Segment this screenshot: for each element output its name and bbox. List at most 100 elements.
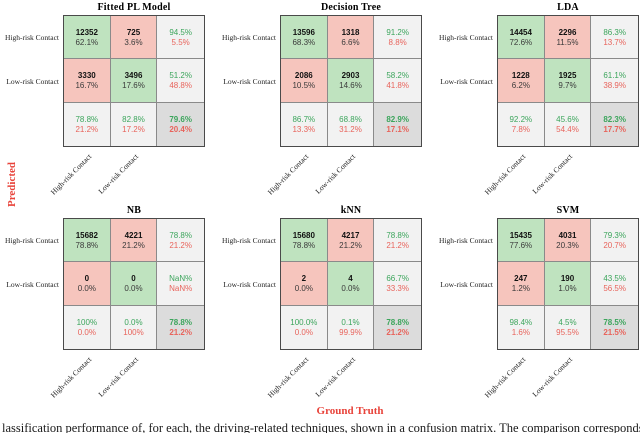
row-summary-1: 78.8% 21.2%: [374, 219, 421, 263]
summary-positive: 86.7%: [292, 114, 316, 124]
error-value: 20.4%: [169, 124, 192, 134]
matrix-title: Decision Tree: [320, 2, 382, 13]
cell-count: 2296: [558, 27, 577, 37]
summary-positive: 78.8%: [75, 114, 99, 124]
cell-count: 2086: [294, 70, 313, 80]
summary-negative: 7.8%: [511, 124, 530, 134]
summary-positive: 98.4%: [509, 317, 533, 327]
cell-count: 247: [514, 273, 528, 283]
accuracy-value: 78.8%: [169, 317, 192, 327]
row-label-low-risk: Low-risk Contact: [223, 77, 276, 86]
overall-accuracy: 78.8% 21.2%: [157, 305, 204, 349]
summary-negative: 17.2%: [122, 124, 145, 134]
cell-count: 15435: [509, 230, 532, 240]
cell-percent: 11.5%: [556, 37, 579, 47]
summary-negative: 5.5%: [171, 37, 190, 47]
cell-fp: 1318 6.6%: [327, 16, 375, 60]
accuracy-value: 82.3%: [603, 114, 626, 124]
cell-tp: 12352 62.1%: [64, 16, 111, 60]
cell-fp: 2296 11.5%: [544, 16, 592, 60]
x-tick-high-risk: High-risk Contact: [265, 152, 311, 197]
cell-percent: 77.6%: [509, 240, 533, 250]
cell-fp: 4221 21.2%: [110, 219, 158, 263]
summary-positive: 68.8%: [339, 114, 362, 124]
summary-positive: 4.5%: [558, 317, 577, 327]
caption-text-clipped: lassification performance of, for each, …: [2, 421, 640, 433]
cell-percent: 0.0%: [341, 283, 360, 293]
summary-negative: 31.2%: [339, 124, 362, 134]
matrix-grid: 15435 77.6% 4031 20.3% 79.3% 20.7% 247 1.2% …: [497, 218, 639, 350]
summary-positive: 78.8%: [386, 230, 409, 240]
summary-positive: 100.0%: [290, 317, 318, 327]
cell-percent: 1.2%: [511, 283, 530, 293]
accuracy-value: 82.9%: [386, 114, 409, 124]
error-value: 21.2%: [169, 327, 192, 337]
summary-negative: 13.7%: [603, 37, 626, 47]
cell-count: 14454: [509, 27, 532, 37]
overall-accuracy: 82.3% 17.7%: [591, 102, 638, 146]
summary-negative: 21.2%: [169, 240, 192, 250]
cell-count: 13596: [292, 27, 315, 37]
x-tick-low-risk: Low-risk Contact: [530, 355, 575, 399]
x-tick-high-risk: High-risk Contact: [482, 152, 528, 197]
summary-positive: 82.8%: [122, 114, 145, 124]
summary-positive: 86.3%: [603, 27, 626, 37]
cell-tp: 15680 78.8%: [281, 219, 328, 263]
cell-count: 725: [126, 27, 141, 37]
cell-count: 0: [84, 273, 90, 283]
overall-accuracy: 78.8% 21.2%: [374, 305, 421, 349]
cell-count: 3496: [124, 70, 143, 80]
row-label-low-risk: Low-risk Contact: [440, 77, 493, 86]
error-value: 17.7%: [603, 124, 626, 134]
row-label-high-risk: High-risk Contact: [222, 236, 276, 245]
x-tick-low-risk: Low-risk Contact: [313, 355, 358, 399]
cell-fp: 4217 21.2%: [327, 219, 375, 263]
cell-tp: 13596 68.3%: [281, 16, 328, 60]
summary-positive: 0.1%: [341, 317, 360, 327]
x-tick-high-risk: High-risk Contact: [482, 355, 528, 400]
matrix-title: LDA: [557, 2, 579, 13]
cell-fn: 0 0.0%: [64, 262, 111, 306]
cell-percent: 6.2%: [511, 80, 530, 90]
cell-percent: 1.0%: [558, 283, 577, 293]
cell-tn: 3496 17.6%: [110, 59, 158, 103]
cell-fp: 725 3.6%: [110, 16, 158, 60]
col-summary-2: 4.5% 95.5%: [544, 305, 592, 349]
x-tick-low-risk: Low-risk Contact: [96, 355, 141, 399]
summary-positive: 0.0%: [124, 317, 143, 327]
matrix-grid: 14454 72.6% 2296 11.5% 86.3% 13.7% 1228 6.2%…: [497, 15, 639, 147]
row-summary-1: 79.3% 20.7%: [591, 219, 638, 263]
summary-positive: 92.2%: [509, 114, 533, 124]
summary-negative: 41.8%: [386, 80, 409, 90]
summary-negative: 99.9%: [339, 327, 362, 337]
x-tick-high-risk: High-risk Contact: [48, 152, 94, 197]
x-tick-low-risk: Low-risk Contact: [313, 152, 358, 196]
summary-positive: 79.3%: [603, 230, 626, 240]
cell-count: 4217: [341, 230, 360, 240]
row-summary-1: 78.8% 21.2%: [157, 219, 204, 263]
matrix-grid: 12352 62.1% 725 3.6% 94.5% 5.5% 3330 16.7% 3…: [63, 15, 205, 147]
x-tick-low-risk: Low-risk Contact: [530, 152, 575, 196]
cell-percent: 21.2%: [122, 240, 145, 250]
cell-tn: 4 0.0%: [327, 262, 375, 306]
col-summary-1: 100% 0.0%: [64, 305, 111, 349]
summary-negative: 54.4%: [556, 124, 579, 134]
row-label-low-risk: Low-risk Contact: [6, 280, 59, 289]
row-label-low-risk: Low-risk Contact: [6, 77, 59, 86]
row-summary-2: 51.2% 48.8%: [157, 59, 204, 103]
col-summary-2: 45.6% 54.4%: [544, 102, 592, 146]
accuracy-value: 78.8%: [386, 317, 409, 327]
matrix-title: NB: [126, 205, 142, 216]
cell-tp: 15435 77.6%: [498, 219, 545, 263]
col-summary-2: 0.1% 99.9%: [327, 305, 375, 349]
cell-count: 12352: [75, 27, 98, 37]
error-value: 21.2%: [386, 327, 409, 337]
col-summary-2: 68.8% 31.2%: [327, 102, 375, 146]
cell-count: 15680: [292, 230, 315, 240]
cell-count: 1228: [511, 70, 530, 80]
row-summary-2: 61.1% 38.9%: [591, 59, 638, 103]
row-label-high-risk: High-risk Contact: [5, 236, 59, 245]
summary-negative: 21.2%: [386, 240, 409, 250]
